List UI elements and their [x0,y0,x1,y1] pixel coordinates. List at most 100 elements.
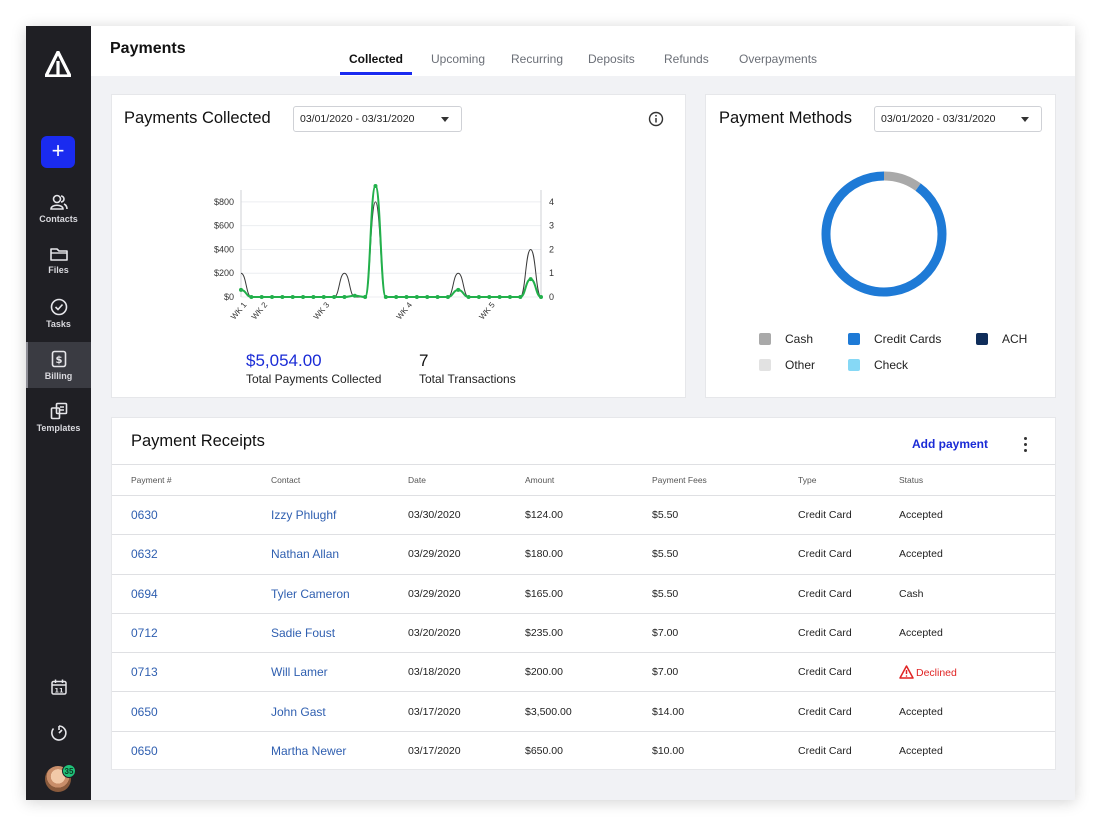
data-point [539,295,543,299]
tab-overpayments[interactable]: Overpayments [739,52,818,66]
payment-number-link[interactable]: 0712 [112,613,271,654]
tab-refunds[interactable]: Refunds [664,52,709,66]
contact-link[interactable]: Will Lamer [271,652,408,693]
card-title: Payments Collected [124,109,271,127]
date-range-select[interactable]: 03/01/2020 - 03/31/2020 [874,106,1042,132]
data-point [518,295,523,299]
payment-number-link[interactable]: 0630 [112,495,271,536]
tab-collected[interactable]: Collected [349,52,404,66]
status-cell: Accepted [899,495,1055,536]
info-icon[interactable] [648,111,664,127]
column-header: Contact [271,464,408,496]
table-row[interactable]: 0694 Tyler Cameron 03/29/2020 $165.00 $5.50 C… [112,574,1055,614]
date-cell: 03/30/2020 [408,495,525,536]
tab-recurring[interactable]: Recurring [511,52,564,66]
data-point [301,295,306,299]
payment-number-link[interactable]: 0650 [131,744,158,759]
tab-upcoming[interactable]: Upcoming [431,52,486,66]
date-range-value: 03/01/2020 - 03/31/2020 [300,113,415,125]
total-payments-value: $5,054.00 [246,351,322,370]
table-row[interactable]: 0650 John Gast 03/17/2020 $3,500.00 $14.00 Cr… [112,691,1055,732]
legend-swatch [976,333,988,345]
status-cell: Accepted [899,534,1055,575]
x-tick-label: WK 5 [477,300,497,321]
y-right-tick-label: 3 [549,221,554,231]
calendar-icon: 11 [50,679,67,695]
table-row[interactable]: 0630 Izzy Phlughf 03/30/2020 $124.00 $5.50 Cr… [112,495,1055,536]
payment-number-link[interactable]: 0632 [112,534,271,575]
sidebar-item-files[interactable]: Files [26,246,91,292]
data-point [373,184,378,188]
add-payment-button[interactable]: Add payment [912,437,989,451]
payment-number-link[interactable]: 0713 [112,652,271,693]
tab-deposits[interactable]: Deposits [588,52,635,66]
payment-methods-card: Payment Methods 03/01/2020 - 03/31/2020 … [705,94,1056,398]
payment-number-link[interactable]: 0694 [112,574,271,614]
fees-cell: $5.50 [652,495,798,536]
contact-link[interactable]: Nathan Allan [271,534,408,575]
data-point [445,295,450,299]
column-header: Type [798,464,899,496]
sidebar-item-tasks[interactable]: Tasks [26,298,91,344]
legend-swatch [848,333,860,345]
type-cell: Credit Card [798,691,899,732]
sidebar-item-contacts[interactable]: Contacts [26,194,91,240]
payment-number-link[interactable]: 0650 [112,691,271,732]
y-right-tick-label: 4 [549,197,554,207]
active-tab-indicator [340,72,412,75]
more-options-icon[interactable] [1020,436,1030,454]
table-row[interactable]: 0632 Nathan Allan 03/29/2020 $180.00 $5.50 Cr… [112,534,1055,575]
data-point [280,295,285,299]
contacts-icon [49,194,68,210]
date-cell: 03/18/2020 [408,652,525,693]
timer-button[interactable] [26,724,91,747]
sidebar-item-templates[interactable]: Templates [26,402,91,448]
table-row[interactable]: 0713 Will Lamer 03/18/2020 $200.00 $7.00 Cred… [112,652,1055,693]
date-cell: 03/17/2020 [408,745,461,758]
legend-item-other: Other [759,358,815,372]
legend-label: Check [874,358,909,372]
y-right-tick-label: 1 [549,268,554,278]
table-row[interactable]: 0650 Martha Newer 03/17/2020 $650.00 $10.00 C… [112,731,1055,770]
data-point [383,295,388,299]
legend-swatch [848,359,860,371]
legend-item-cash: Cash [759,332,813,346]
data-point [342,295,347,299]
type-cell: Credit Card [798,745,852,758]
legend-item-ach: ACH [976,332,1027,346]
donut-slice-credit-cards [821,171,947,297]
amount-cell: $3,500.00 [525,691,652,732]
sidebar-item-label: Files [48,265,69,275]
legend-swatch [759,333,771,345]
timer-icon [50,725,67,741]
fees-cell: $7.00 [652,652,798,693]
app-logo-icon[interactable] [45,51,71,77]
sidebar-item-label: Templates [36,423,81,433]
sidebar-item-billing[interactable]: $ Billing [26,342,91,388]
calendar-button[interactable]: 11 [26,679,91,700]
check-circle-icon [50,298,67,316]
data-point [239,287,243,292]
contact-link[interactable]: Tyler Cameron [271,574,408,614]
x-tick-label: WK 2 [250,300,270,321]
fees-cell: $5.50 [652,534,798,575]
contact-link[interactable]: John Gast [271,691,408,732]
calendar-day: 11 [54,686,64,694]
contact-link[interactable]: Izzy Phlughf [271,495,408,536]
contact-link[interactable]: Sadie Foust [271,613,408,654]
contact-link[interactable]: Martha Newer [271,744,347,759]
status-cell: Accepted [899,613,1055,654]
amount-cell: $200.00 [525,652,652,693]
date-range-select[interactable]: 03/01/2020 - 03/31/2020 [293,106,462,132]
data-point [456,287,461,292]
sidebar: + Contacts Files Tasks [26,26,91,800]
data-point [352,293,357,298]
app-window: + Contacts Files Tasks [26,26,1075,800]
add-new-button[interactable]: + [41,136,75,168]
payment-methods-donut [821,171,947,297]
data-point [249,295,254,299]
payment-receipts-card: Payment Receipts Add payment Payment # C… [111,417,1056,770]
amount-cell: $165.00 [525,574,652,614]
card-title: Payment Methods [719,109,852,127]
table-row[interactable]: 0712 Sadie Foust 03/20/2020 $235.00 $7.00 Cre… [112,613,1055,654]
